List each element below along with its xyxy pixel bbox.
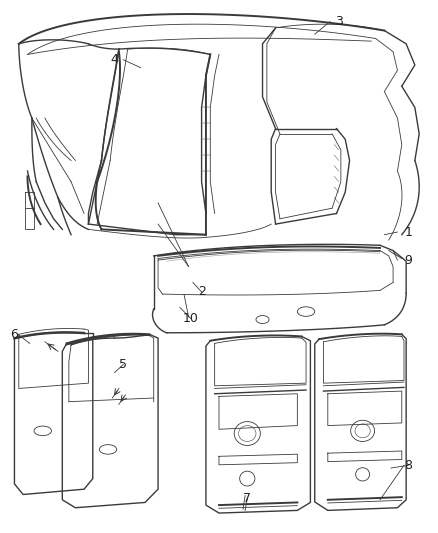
Text: 8: 8 bbox=[404, 459, 412, 472]
Text: 7: 7 bbox=[243, 492, 251, 505]
Text: 10: 10 bbox=[183, 312, 199, 325]
Text: 2: 2 bbox=[198, 286, 205, 298]
Text: 4: 4 bbox=[111, 53, 119, 66]
Text: 3: 3 bbox=[335, 15, 343, 28]
Text: 5: 5 bbox=[119, 358, 127, 371]
Text: 9: 9 bbox=[404, 254, 412, 266]
Text: 6: 6 bbox=[10, 328, 18, 341]
Text: 1: 1 bbox=[404, 225, 412, 239]
